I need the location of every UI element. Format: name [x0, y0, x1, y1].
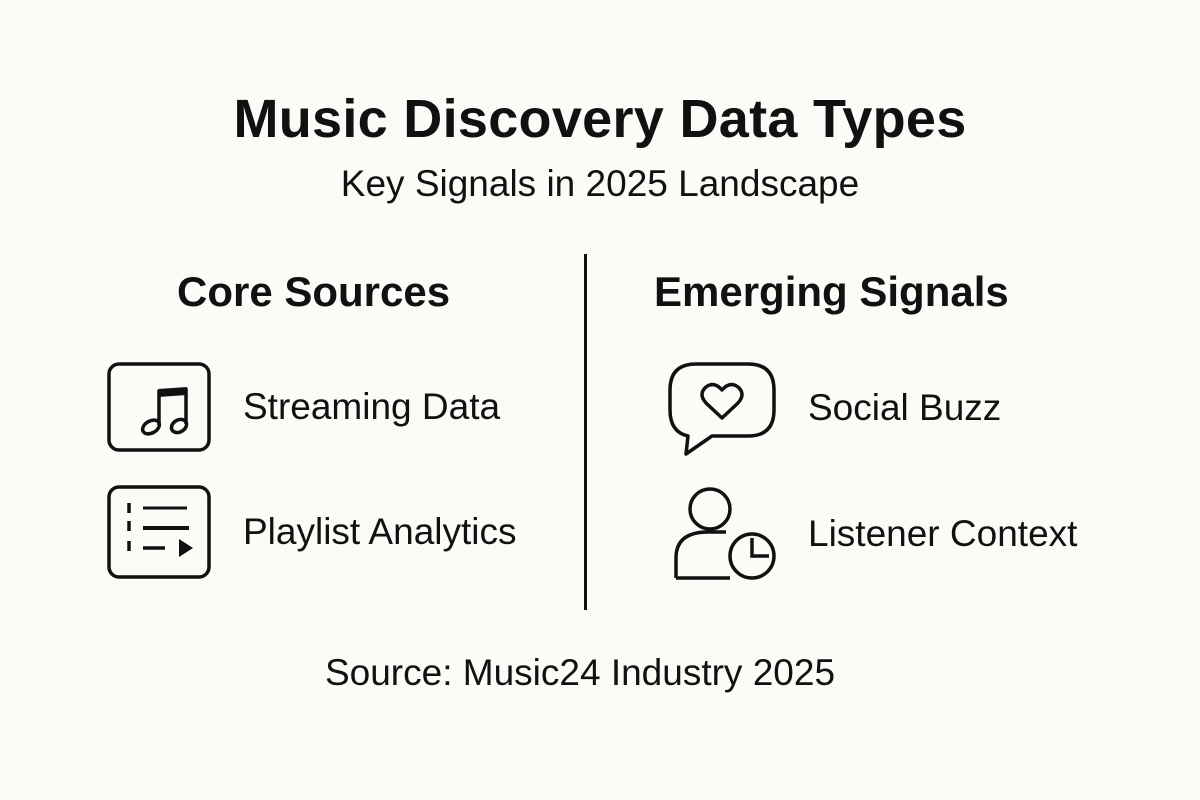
emerging-signals-heading: Emerging Signals [654, 268, 1009, 315]
core-sources-heading: Core Sources [177, 268, 451, 315]
list-item-label: Listener Context [808, 513, 1078, 554]
list-item-social-buzz: Social Buzz [666, 360, 1001, 456]
list-item-playlist-analytics: Playlist Analytics [107, 485, 517, 579]
heart-chat-bubble-icon [666, 360, 778, 456]
music-note-icon [107, 362, 211, 452]
playlist-icon [107, 485, 211, 579]
list-item-label: Playlist Analytics [243, 511, 517, 552]
list-item-listener-context: Listener Context [672, 486, 1077, 582]
page-subtitle: Key Signals in 2025 Landscape [340, 163, 860, 204]
list-item-streaming-data: Streaming Data [107, 362, 500, 452]
page-title: Music Discovery Data Types [233, 89, 967, 149]
column-divider [584, 254, 587, 610]
list-item-label: Streaming Data [243, 386, 501, 427]
source-citation: Source: Music24 Industry 2025 [324, 652, 836, 693]
user-clock-icon [672, 486, 780, 582]
list-item-label: Social Buzz [808, 387, 1002, 428]
